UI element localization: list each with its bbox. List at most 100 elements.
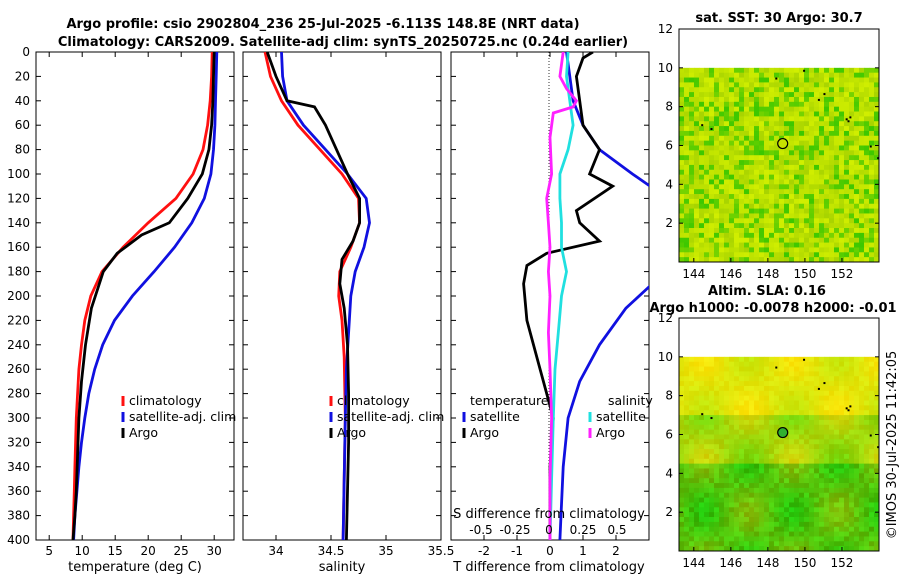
- heatmap-cell: [779, 67, 785, 74]
- temperature-x-axis: 5 10 15 20 25 30: [45, 52, 222, 558]
- heatmap-cell: [844, 257, 850, 263]
- heatmap-cell: [749, 218, 755, 224]
- heatmap-cell: [754, 473, 760, 479]
- heatmap-cell: [824, 444, 830, 450]
- heatmap-cell: [819, 541, 825, 547]
- heatmap-cell: [839, 247, 845, 253]
- heatmap-cell: [759, 517, 765, 523]
- heatmap-cell: [684, 203, 690, 209]
- heatmap-cell: [749, 395, 755, 401]
- heatmap-cell: [704, 155, 710, 161]
- heatmap-cell: [759, 405, 765, 411]
- heatmap-cell: [694, 198, 700, 205]
- heatmap-cell: [824, 424, 830, 431]
- heatmap-cell: [699, 140, 705, 146]
- heatmap-cell: [859, 203, 865, 209]
- heatmap-cell: [844, 72, 850, 78]
- heatmap-cell: [844, 150, 850, 156]
- heatmap-cell: [809, 400, 815, 406]
- heatmap-cell: [789, 218, 795, 224]
- heatmap-cell: [849, 405, 855, 411]
- heatmap-cell: [729, 410, 735, 416]
- heatmap-cell: [774, 189, 780, 195]
- heatmap-cell: [864, 356, 870, 363]
- heatmap-cell: [864, 405, 870, 411]
- heatmap-cell: [839, 521, 845, 528]
- heatmap-cell: [809, 376, 815, 382]
- heatmap-cell: [719, 356, 725, 363]
- heatmap-cell: [799, 179, 805, 185]
- heatmap-cell: [864, 96, 870, 103]
- heatmap-cell: [759, 492, 765, 498]
- heatmap-cell: [869, 247, 875, 253]
- heatmap-cell: [709, 257, 715, 263]
- heatmap-cell: [799, 536, 805, 542]
- heatmap-cell: [819, 463, 825, 469]
- heatmap-cell: [739, 130, 745, 137]
- heatmap-cell: [789, 223, 795, 229]
- heatmap-cell: [739, 390, 745, 397]
- heatmap-cell: [829, 218, 835, 224]
- heatmap-cell: [804, 366, 810, 372]
- heatmap-cell: [679, 257, 685, 263]
- heatmap-cell: [774, 126, 780, 132]
- heatmap-cell: [794, 106, 800, 112]
- heatmap-cell: [704, 444, 710, 450]
- difference-legend: temperature satellite Argo salinity sate…: [462, 393, 653, 440]
- heatmap-cell: [764, 228, 770, 234]
- heatmap-cell: [719, 155, 725, 161]
- heatmap-cell: [779, 77, 785, 83]
- x-tick-label: 30: [207, 544, 222, 558]
- heatmap-cell: [724, 487, 730, 494]
- heatmap-cell: [714, 130, 720, 137]
- heatmap-cell: [734, 140, 740, 146]
- x-tick-label: 35.5: [428, 544, 455, 558]
- heatmap-cell: [709, 536, 715, 542]
- heatmap-cell: [869, 546, 875, 552]
- heatmap-cell: [849, 135, 855, 142]
- heatmap-cell: [694, 145, 700, 151]
- heatmap-cell: [679, 135, 685, 142]
- heatmap-cell: [789, 184, 795, 190]
- heatmap-cell: [689, 458, 695, 465]
- heatmap-cell: [784, 203, 790, 209]
- heatmap-cell: [759, 155, 765, 161]
- heatmap-cell: [804, 371, 810, 377]
- heatmap-cell: [784, 439, 790, 445]
- heatmap-cell: [859, 213, 865, 219]
- heatmap-cell: [849, 116, 855, 122]
- heatmap-cell: [794, 121, 800, 127]
- heatmap-cell: [809, 492, 815, 498]
- heatmap-cell: [854, 424, 860, 431]
- heatmap-cell: [749, 366, 755, 372]
- heatmap-cell: [869, 487, 875, 494]
- heatmap-cell: [794, 390, 800, 397]
- series-line-t-satellite-deep: [558, 284, 649, 540]
- heatmap-cell: [739, 453, 745, 460]
- heatmap-cell: [829, 381, 835, 387]
- heatmap-cell: [834, 257, 840, 263]
- heatmap-cell: [854, 130, 860, 137]
- heatmap-cell: [759, 381, 765, 387]
- heatmap-cell: [709, 111, 715, 117]
- heatmap-cell: [789, 198, 795, 205]
- heatmap-cell: [824, 492, 830, 498]
- heatmap-cell: [764, 502, 770, 508]
- heatmap-cell: [699, 444, 705, 450]
- heatmap-cell: [734, 189, 740, 195]
- heatmap-cell: [844, 228, 850, 234]
- heatmap-cell: [694, 116, 700, 122]
- heatmap-cell: [689, 77, 695, 83]
- heatmap-cell: [859, 208, 865, 214]
- heatmap-cell: [849, 536, 855, 542]
- heatmap-cell: [729, 439, 735, 445]
- heatmap-cell: [684, 155, 690, 161]
- heatmap-cell: [744, 218, 750, 224]
- heatmap-cell: [844, 502, 850, 508]
- heatmap-cell: [854, 468, 860, 474]
- heatmap-cell: [819, 174, 825, 180]
- heatmap-cell: [744, 395, 750, 401]
- heatmap-cell: [809, 111, 815, 117]
- heatmap-cell: [689, 366, 695, 372]
- heatmap-cell: [719, 521, 725, 528]
